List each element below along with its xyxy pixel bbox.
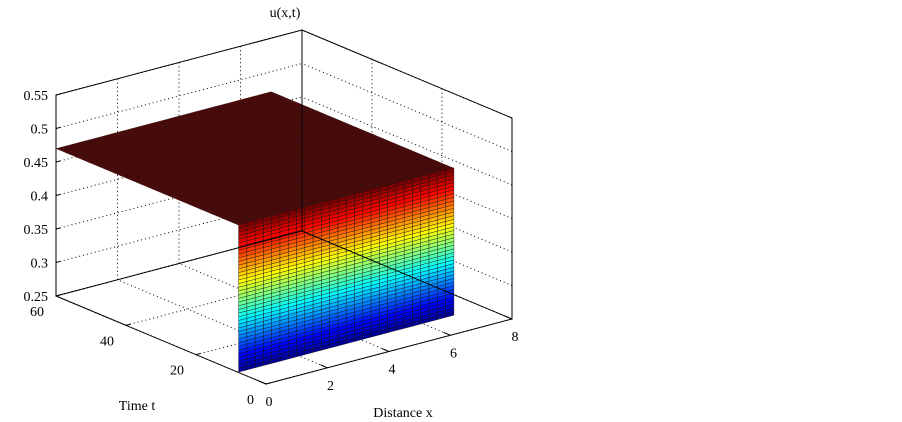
z-tick-mark — [55, 227, 61, 230]
x-tick-label: 2 — [327, 379, 334, 394]
y-tick-mark — [265, 382, 271, 385]
x-tick-label: 8 — [512, 330, 519, 345]
z-tick-mark — [55, 160, 61, 163]
grid-line — [55, 63, 303, 129]
y-tick-mark — [195, 352, 201, 356]
y-tick-label: 0 — [247, 393, 254, 408]
surface-layer — [55, 91, 455, 373]
x-tick-mark — [258, 380, 267, 385]
y-tick-mark — [125, 323, 131, 326]
z-tick-label: 0.25 — [24, 290, 49, 305]
z-tick-label: 0.55 — [24, 89, 49, 104]
z-tick-mark — [55, 93, 61, 96]
surface-cell — [262, 91, 278, 97]
x-tick-mark — [320, 364, 328, 369]
y-tick-label: 60 — [30, 305, 44, 320]
z-tick-label: 0.3 — [31, 257, 49, 272]
z-tick-label: 0.4 — [31, 190, 49, 205]
z-tick-label: 0.35 — [24, 223, 49, 238]
y-tick-label: 20 — [170, 364, 184, 379]
surface-cell — [445, 311, 455, 318]
label-layer: u(x,t) Distance x Time t 0 2 4 6 8 0 20 40 600.2… — [24, 6, 519, 421]
z-tick-mark — [55, 260, 61, 263]
y-tick-label: 40 — [100, 334, 114, 349]
x-tick-label: 0 — [266, 395, 273, 410]
z-tick-label: 0.45 — [24, 156, 49, 171]
x-tick-label: 4 — [389, 363, 396, 378]
x-tick-mark — [443, 331, 451, 336]
z-tick-mark — [55, 294, 61, 297]
z-tick-mark — [55, 193, 61, 196]
x-tick-mark — [504, 315, 513, 320]
z-tick-mark — [55, 126, 61, 129]
y-axis-label: Time t — [119, 399, 156, 414]
side-wall-edge — [301, 29, 513, 320]
x-tick-mark — [381, 348, 390, 352]
x-tick-label: 6 — [450, 346, 457, 361]
axes-layer — [55, 29, 513, 385]
x-axis-label: Distance x — [373, 406, 432, 421]
chart-title: u(x,t) — [270, 6, 301, 21]
z-tick-label: 0.5 — [31, 123, 49, 138]
y-axis-line — [55, 295, 267, 385]
